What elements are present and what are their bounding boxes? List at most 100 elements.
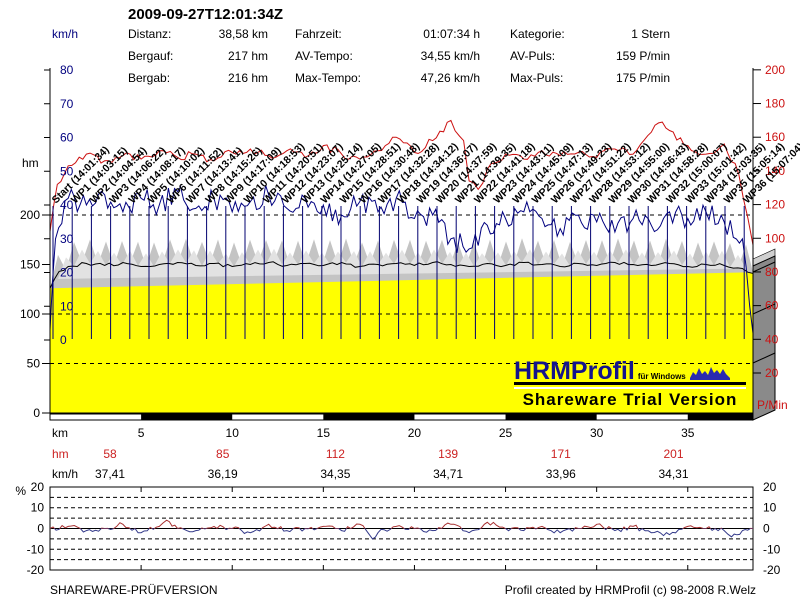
svg-text:35: 35 — [681, 426, 695, 440]
svg-text:0: 0 — [763, 522, 770, 536]
svg-text:0: 0 — [60, 333, 67, 347]
svg-text:36,19: 36,19 — [208, 467, 238, 481]
svg-text:37,41: 37,41 — [95, 467, 125, 481]
svg-text:160: 160 — [765, 130, 785, 144]
svg-text:40: 40 — [765, 332, 779, 346]
stat-value-kategorie: 1 Stern — [631, 27, 670, 41]
stat-value-distanz: 38,58 km — [218, 27, 268, 41]
svg-text:120: 120 — [765, 198, 785, 212]
svg-text:10: 10 — [763, 501, 777, 515]
svg-text:-20: -20 — [763, 563, 781, 577]
svg-text:33,96: 33,96 — [546, 467, 576, 481]
svg-text:25: 25 — [499, 426, 513, 440]
svg-text:-10: -10 — [27, 542, 45, 556]
svg-text:100: 100 — [20, 307, 40, 321]
svg-text:112: 112 — [326, 447, 345, 461]
svg-text:70: 70 — [60, 97, 74, 111]
svg-text:15: 15 — [317, 426, 331, 440]
svg-text:20: 20 — [763, 480, 777, 494]
svg-text:20: 20 — [408, 426, 422, 440]
waypoint-markers — [52, 206, 745, 339]
waypoint-labels: Start (14:01:34)WP1 (14:03:15)WP2 (14:04… — [50, 141, 800, 206]
pulse-axis-title: P/Min — [757, 398, 788, 412]
svg-text:10: 10 — [226, 426, 240, 440]
segment-table: km 5 10 15 20 25 30 35 hm 58 85 112 139 171 201 km/h 37,… — [52, 426, 695, 481]
gradient-axis-title: % — [15, 484, 26, 498]
svg-text:34,31: 34,31 — [658, 467, 688, 481]
stat-label-bergauf: Bergauf: — [128, 49, 174, 63]
svg-text:100: 100 — [765, 231, 785, 245]
chart-3d-wall — [752, 248, 776, 421]
km-stripe-bar — [49, 413, 754, 421]
logo-sub: für Windows — [637, 372, 686, 381]
stat-label-bergab: Bergab: — [128, 71, 171, 85]
stat-value-maxtempo: 47,26 km/h — [420, 71, 480, 85]
svg-text:80: 80 — [765, 265, 779, 279]
stat-value-avpuls: 159 P/min — [615, 49, 670, 63]
km-row-label: km — [52, 426, 68, 440]
svg-text:34,71: 34,71 — [433, 467, 463, 481]
svg-text:40: 40 — [60, 198, 74, 212]
svg-text:20: 20 — [31, 480, 45, 494]
hm-row-label: hm — [52, 447, 69, 461]
gradient-line-up — [50, 519, 753, 529]
svg-text:58: 58 — [103, 447, 117, 461]
svg-text:201: 201 — [663, 447, 683, 461]
hrmprofil-logo: HRMProfil für Windows Shareware Trial Ve… — [514, 357, 746, 410]
footer-shareware-note: SHAREWARE-PRÜFVERSION — [50, 583, 218, 597]
pulse-line — [49, 119, 754, 246]
stat-label-maxtempo: Max-Tempo: — [295, 71, 362, 85]
stat-label-avpuls: AV-Puls: — [510, 49, 556, 63]
svg-text:85: 85 — [216, 447, 230, 461]
svg-text:10: 10 — [60, 299, 74, 313]
svg-text:20: 20 — [60, 266, 74, 280]
stat-value-bergab: 216 hm — [227, 71, 268, 85]
svg-text:60: 60 — [60, 131, 74, 145]
speed-axis-title: km/h — [52, 27, 79, 41]
stat-label-distanz: Distanz: — [128, 27, 172, 41]
svg-text:150: 150 — [20, 258, 40, 272]
stat-label-maxpuls: Max-Puls: — [510, 71, 564, 85]
svg-text:-20: -20 — [27, 563, 45, 577]
page-title: 2009-09-27T12:01:34Z — [128, 6, 284, 23]
svg-text:80: 80 — [60, 63, 74, 77]
stat-label-fahrzeit: Fahrzeit: — [295, 27, 342, 41]
shareware-banner: Shareware Trial Version — [514, 387, 746, 410]
stat-label-kategorie: Kategorie: — [510, 27, 565, 41]
stat-value-avtempo: 34,55 km/h — [420, 49, 480, 63]
svg-text:180: 180 — [765, 97, 785, 111]
svg-text:34,35: 34,35 — [320, 467, 350, 481]
svg-text:0: 0 — [37, 522, 44, 536]
svg-text:10: 10 — [31, 501, 45, 515]
svg-text:200: 200 — [20, 208, 40, 222]
stat-value-maxpuls: 175 P/min — [615, 71, 670, 85]
svg-text:140: 140 — [765, 164, 785, 178]
gradient-line-down — [50, 528, 753, 540]
main-axes: 80706050403020100200150100500hm200180160… — [20, 63, 788, 420]
svg-text:50: 50 — [60, 164, 74, 178]
svg-text:200: 200 — [765, 63, 785, 77]
svg-text:60: 60 — [765, 299, 779, 313]
svg-text:30: 30 — [590, 426, 604, 440]
svg-text:0: 0 — [33, 406, 40, 420]
svg-text:171: 171 — [551, 447, 571, 461]
svg-text:5: 5 — [138, 426, 145, 440]
stat-label-avtempo: AV-Tempo: — [295, 49, 353, 63]
svg-text:139: 139 — [438, 447, 458, 461]
stat-value-fahrzeit: 01:07:34 h — [423, 27, 480, 41]
svg-text:-10: -10 — [763, 542, 781, 556]
footer-credit: Profil created by HRMProfil (c) 98-2008 … — [504, 583, 756, 597]
speed-line — [49, 185, 754, 334]
svg-text:50: 50 — [27, 357, 41, 371]
mountain-icon — [689, 367, 730, 380]
elevation-axis-title: hm — [22, 156, 39, 170]
kmh-row-label: km/h — [52, 467, 78, 481]
gradient-chart: % 20 20 10 10 0 0 -10 -10 -20 -20 — [15, 480, 780, 577]
svg-text:20: 20 — [765, 366, 779, 380]
stat-value-bergauf: 217 hm — [227, 49, 268, 63]
main-plot — [49, 119, 754, 413]
svg-text:30: 30 — [60, 232, 74, 246]
logo-brand: HRMProfil — [514, 357, 635, 385]
